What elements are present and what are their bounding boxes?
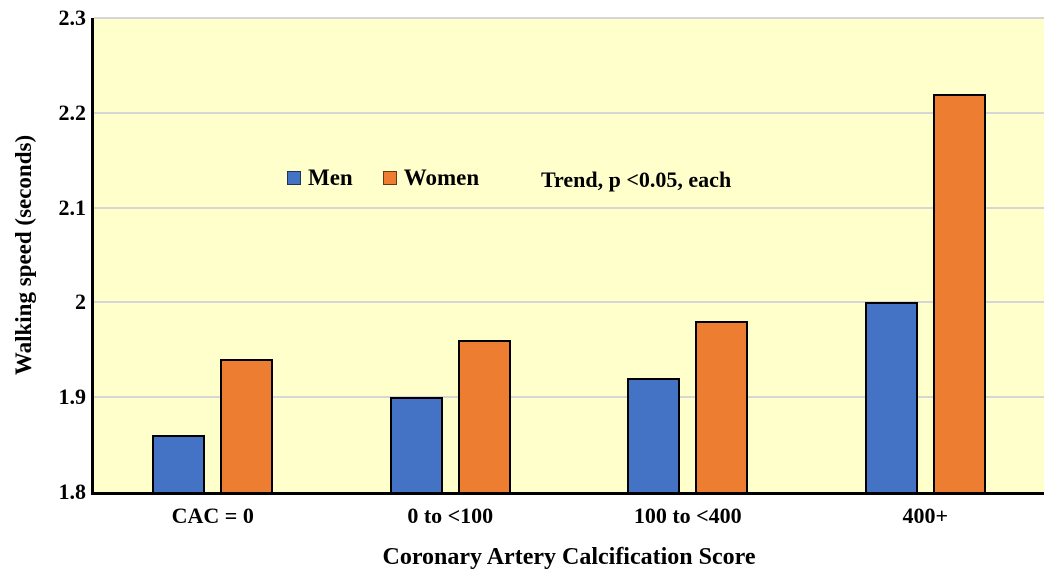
y-tick-label-2.3: 2.3 xyxy=(58,5,87,30)
bar-men-2 xyxy=(627,378,681,492)
x-tick-label-3: 400+ xyxy=(902,503,949,528)
y-tick-label-2: 2 xyxy=(75,289,86,315)
x-tick-label-0: CAC = 0 xyxy=(171,503,254,528)
y-tick-label-2.2: 2.2 xyxy=(58,99,87,125)
legend-item-men: Men xyxy=(287,166,353,189)
y-tick-label-2.1: 2.1 xyxy=(58,194,87,220)
x-axis-title: Coronary Artery Calcification Score xyxy=(382,544,756,570)
legend-label-men: Men xyxy=(308,165,353,190)
bar-men-1 xyxy=(389,397,443,492)
y-axis-line xyxy=(91,18,94,495)
gridline-2 xyxy=(94,301,1044,304)
x-tick-label-1: 0 to <100 xyxy=(407,503,494,528)
bar-men-3 xyxy=(864,302,918,492)
x-axis-line xyxy=(91,492,1044,495)
gridline-2.3 xyxy=(94,17,1044,19)
gridline-1.9 xyxy=(94,396,1044,399)
bar-men-0 xyxy=(152,435,206,492)
legend: Men Women xyxy=(287,166,479,189)
y-tick-label-1.9: 1.9 xyxy=(58,384,87,410)
y-axis-title: Walking speed (seconds) xyxy=(11,134,36,376)
bar-women-3 xyxy=(932,93,986,492)
plot-area xyxy=(94,17,1044,492)
legend-item-women: Women xyxy=(382,165,480,190)
bar-women-2 xyxy=(695,321,749,492)
gridline-2.1 xyxy=(94,206,1044,209)
bar-women-0 xyxy=(220,359,274,492)
bar-women-1 xyxy=(457,340,511,492)
legend-label-women: Women xyxy=(403,165,480,190)
trend-annotation: Trend, p <0.05, each xyxy=(541,167,732,192)
women-series-swatch xyxy=(382,170,397,185)
x-tick-label-2: 100 to <400 xyxy=(633,503,742,528)
y-tick-label-1.8: 1.8 xyxy=(58,479,87,504)
gridline-2.2 xyxy=(94,111,1044,114)
men-series-swatch xyxy=(287,170,301,185)
